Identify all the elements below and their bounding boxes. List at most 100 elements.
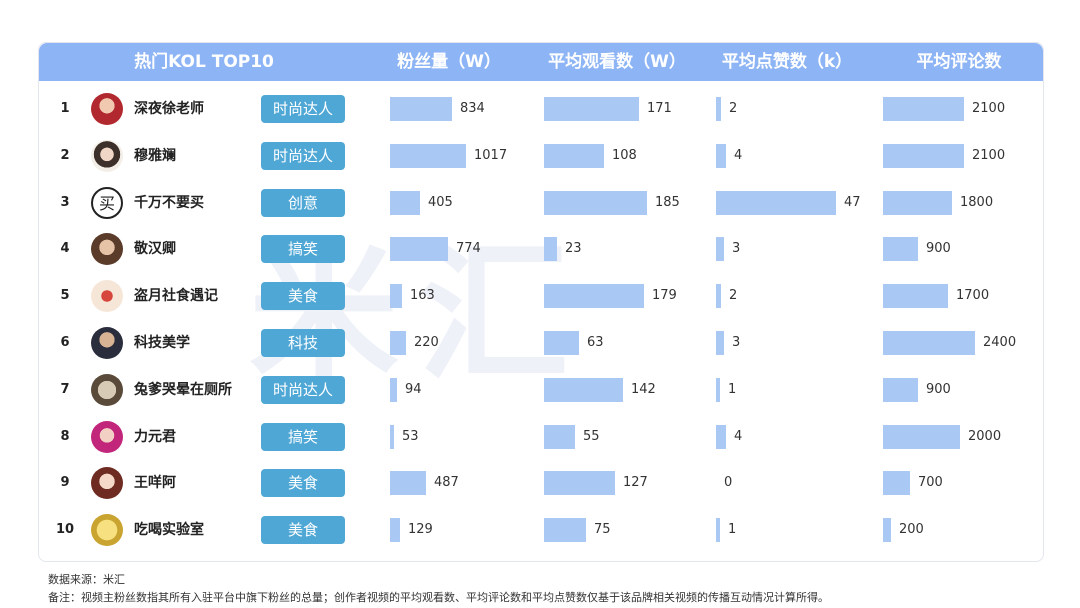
rank-number: 4 — [60, 241, 70, 257]
avatar-woman-icon[interactable] — [91, 139, 123, 172]
views-value: 142 — [631, 381, 656, 397]
kol-name[interactable]: 穆雅斓 — [134, 147, 176, 164]
comments-bar — [883, 424, 960, 449]
fans-value: 487 — [434, 475, 459, 491]
avatar-anime-girl-icon[interactable] — [91, 420, 123, 453]
kol-name[interactable]: 吃喝实验室 — [134, 522, 204, 539]
table-row: 6 科技美学 科技 220 63 3 2400 — [39, 320, 1043, 366]
fans-value: 834 — [460, 101, 485, 116]
likes-value: 47 — [844, 194, 861, 210]
kol-name[interactable]: 科技美学 — [134, 335, 190, 351]
table-row: 10 吃喝实验室 美食 129 75 1 200 — [39, 507, 1043, 553]
kol-name[interactable]: 力元君 — [134, 428, 176, 445]
views-value: 75 — [594, 522, 611, 538]
fans-bar — [390, 471, 426, 496]
comments-bar — [883, 518, 891, 543]
fans-value: 1017 — [474, 147, 508, 163]
table-row: 7 兔爹哭晕在厕所 时尚达人 94 142 1 900 — [39, 367, 1043, 413]
comments-bar — [883, 377, 918, 402]
avatar-mai-logo-icon[interactable]: 买 — [91, 186, 123, 219]
category-tag: 时尚达人 — [261, 375, 345, 404]
rank-number: 5 — [60, 288, 70, 304]
table-row: 2 穆雅斓 时尚达人 1017 108 4 2100 — [39, 133, 1043, 179]
fans-value: 774 — [456, 241, 481, 257]
fans-value: 53 — [402, 428, 419, 444]
avatar-man-dark-icon[interactable] — [91, 327, 123, 359]
likes-value: 4 — [734, 147, 743, 163]
likes-bar — [716, 424, 726, 449]
comments-value: 1800 — [960, 194, 994, 210]
comments-bar — [883, 284, 948, 309]
comments-bar — [883, 331, 975, 355]
likes-value: 0 — [724, 475, 733, 491]
likes-value: 4 — [734, 428, 743, 444]
category-tag: 美食 — [261, 516, 345, 545]
likes-value: 2 — [729, 101, 738, 116]
category-tag: 时尚达人 — [261, 141, 345, 170]
views-value: 23 — [565, 241, 582, 257]
likes-bar — [716, 237, 724, 262]
kol-name[interactable]: 敬汉卿 — [134, 241, 176, 258]
table-row: 4 敬汉卿 搞笑 774 23 3 900 — [39, 226, 1043, 272]
rank-number: 1 — [60, 101, 70, 116]
table-row: 5 盗月社食遇记 美食 163 179 2 1700 — [39, 273, 1043, 319]
fans-value: 220 — [414, 335, 439, 350]
likes-value: 3 — [732, 241, 741, 257]
likes-bar — [716, 331, 724, 355]
header-fans: 粉丝量（W） — [397, 52, 501, 72]
comments-value: 2100 — [972, 101, 1006, 116]
likes-bar — [716, 284, 721, 309]
views-bar — [544, 377, 623, 402]
data-source: 数据来源：米汇 — [48, 573, 125, 586]
footnote: 备注：视频主粉丝数指其所有入驻平台中旗下粉丝的总量；创作者视频的平均观看数、平均… — [48, 591, 829, 604]
fans-bar — [390, 143, 466, 168]
comments-value: 700 — [918, 475, 943, 491]
fans-bar — [390, 190, 420, 215]
views-bar — [544, 284, 644, 309]
views-value: 171 — [647, 101, 672, 116]
likes-value: 3 — [732, 335, 741, 350]
likes-bar — [716, 190, 836, 215]
comments-bar — [883, 190, 952, 215]
rank-number: 2 — [60, 147, 70, 163]
comments-value: 900 — [926, 381, 951, 397]
avatar-woman-red-icon[interactable] — [91, 93, 123, 125]
fans-bar — [390, 518, 400, 543]
kol-name[interactable]: 王咩阿 — [134, 475, 176, 492]
header-likes: 平均点赞数（k） — [721, 52, 853, 72]
avatar-cartoon-icon[interactable] — [91, 373, 123, 406]
views-bar — [544, 237, 557, 262]
avatar-yellow-cartoon-icon[interactable] — [91, 514, 123, 547]
avatar-man-icon[interactable] — [91, 233, 123, 266]
category-tag: 搞笑 — [261, 422, 345, 451]
avatar-group-icon[interactable] — [91, 280, 123, 313]
rank-number: 10 — [55, 522, 75, 538]
fans-value: 405 — [428, 194, 453, 210]
kol-name[interactable]: 盗月社食遇记 — [134, 288, 218, 305]
comments-bar — [883, 471, 910, 496]
kol-name[interactable]: 千万不要买 — [134, 194, 204, 211]
rank-number: 8 — [60, 428, 70, 444]
views-value: 63 — [587, 335, 604, 350]
views-bar — [544, 331, 579, 355]
category-tag: 美食 — [261, 282, 345, 311]
fans-bar — [390, 284, 402, 309]
kol-name[interactable]: 深夜徐老师 — [134, 101, 204, 117]
header-views: 平均观看数（W） — [548, 52, 686, 72]
kol-name[interactable]: 兔爹哭晕在厕所 — [134, 381, 232, 398]
likes-bar — [716, 97, 721, 121]
fans-bar — [390, 97, 452, 121]
views-bar — [544, 143, 604, 168]
views-value: 127 — [623, 475, 648, 491]
views-value: 185 — [655, 194, 680, 210]
views-bar — [544, 471, 615, 496]
views-bar — [544, 190, 647, 215]
comments-bar — [883, 97, 964, 121]
likes-bar — [716, 143, 726, 168]
comments-value: 200 — [899, 522, 924, 538]
views-bar — [544, 518, 586, 543]
avatar-glasses-girl-icon[interactable] — [91, 467, 123, 500]
likes-value: 1 — [728, 522, 737, 538]
fans-value: 163 — [410, 288, 435, 304]
comments-bar — [883, 143, 964, 168]
